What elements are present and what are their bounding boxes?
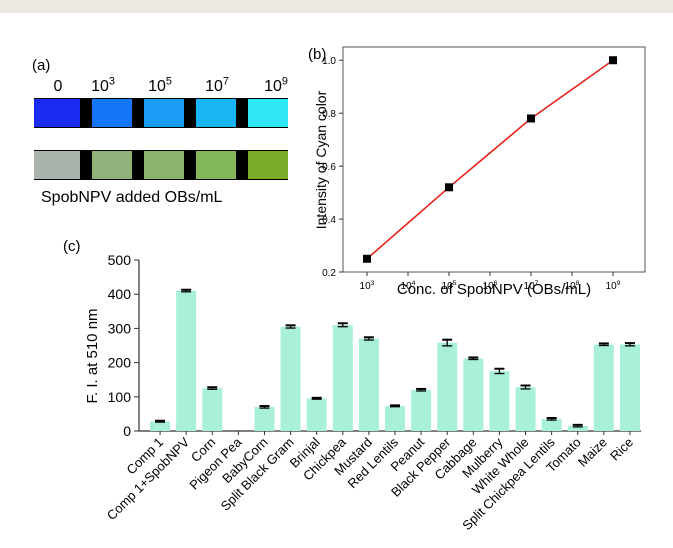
y-tick-label: 0.2: [322, 268, 336, 279]
y-tick-label: 1.0: [322, 56, 336, 67]
strip-uv-segment: [34, 99, 80, 127]
bar: [619, 344, 640, 431]
strip-row-visible: [34, 150, 288, 180]
strip-uv-segment: [248, 99, 288, 127]
x-tick-label: 109: [606, 280, 621, 292]
panel-b-label: (b): [308, 46, 326, 63]
panel-c-label: (c): [63, 238, 81, 255]
x-tick-label: 106: [483, 280, 498, 292]
x-tick-label: 103: [360, 280, 375, 292]
top-divider-bar: [0, 0, 673, 13]
strip-uv-segment: [144, 99, 184, 127]
bar: [202, 388, 223, 431]
panel-a-label: (a): [32, 57, 50, 74]
bar: [411, 389, 432, 431]
strip-uv-segment: [92, 99, 132, 127]
data-point: [527, 114, 535, 123]
concentration-label: 0: [54, 78, 63, 95]
x-tick-label: 108: [565, 280, 580, 292]
plot-c-y-axis-title: F. I. at 510 nm: [84, 308, 101, 403]
y-tick-label: 300: [108, 320, 132, 336]
strip-visible-segment: [34, 151, 80, 179]
concentration-label: 103: [91, 76, 115, 95]
strip-caption: SpobNPV added OBs/mL: [41, 189, 223, 206]
bar: [280, 326, 301, 431]
bar: [254, 407, 275, 431]
bar: [332, 324, 353, 431]
bar: [306, 398, 327, 431]
plot-b-data: [363, 56, 617, 263]
y-tick-label: 0.4: [322, 215, 336, 226]
y-tick-label: 100: [108, 389, 132, 405]
bar: [463, 358, 484, 431]
concentration-labels: 0 103 105 107 109: [54, 76, 288, 95]
bar: [489, 371, 510, 431]
strip-uv-segment: [196, 99, 236, 127]
category-label: Maize: [575, 435, 610, 470]
fit-line: [366, 59, 614, 260]
strip-visible-segment: [248, 151, 288, 179]
bar: [567, 425, 588, 431]
category-label: Rice: [607, 435, 636, 464]
data-point: [363, 254, 371, 263]
plot-b-y-axis-title: Intensity of Cyan color: [313, 90, 329, 229]
x-tick-label: 107: [524, 280, 539, 292]
x-tick-label: 105: [442, 280, 457, 292]
panel-b-calibration-plot: (b) 103 104 105 106 107 108 109 0.2 0.4 0.6 0.8 1.0…: [308, 46, 646, 298]
y-tick-label: 0.6: [322, 162, 336, 173]
bar: [176, 290, 197, 431]
concentration-label: 109: [264, 76, 288, 95]
plot-c-bars: [150, 288, 640, 431]
plot-b-axes: 103 104 105 106 107 108 109 0.2 0.4 0.6 0.8 1.0: [322, 56, 621, 292]
y-tick-label: 0: [123, 423, 131, 439]
panel-a-color-strips: (a) 0 103 105 107 109 SpobNPV added OBs/mL: [32, 57, 288, 206]
strip-visible-segment: [196, 151, 236, 179]
bar: [150, 421, 171, 431]
strip-row-uv: [34, 98, 288, 128]
plot-b-frame: [342, 46, 646, 273]
figure: (a) 0 103 105 107 109 SpobNPV added OBs/mL (…: [32, 46, 646, 533]
data-point: [445, 183, 453, 192]
y-tick-label: 0.8: [322, 109, 336, 120]
bar: [541, 419, 562, 431]
plot-b-x-axis-title: Conc. of SpobNPV (OBs/mL): [397, 281, 591, 298]
strip-visible-segment: [144, 151, 184, 179]
x-tick-label: 104: [401, 280, 416, 292]
bar: [385, 406, 405, 431]
data-point: [609, 56, 617, 65]
bar: [437, 342, 458, 431]
concentration-label: 105: [148, 76, 172, 95]
bar: [515, 387, 536, 431]
bar: [593, 344, 614, 431]
strip-visible-segment: [92, 151, 132, 179]
y-tick-label: 200: [108, 355, 132, 371]
concentration-label: 107: [205, 76, 229, 95]
bar: [358, 338, 379, 431]
y-tick-label: 500: [108, 252, 132, 268]
y-tick-label: 400: [108, 286, 132, 302]
